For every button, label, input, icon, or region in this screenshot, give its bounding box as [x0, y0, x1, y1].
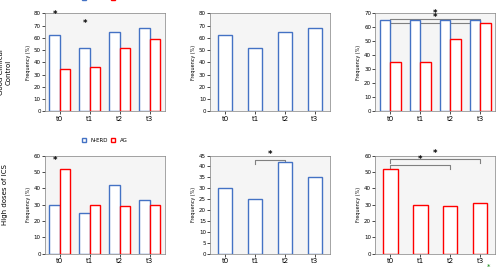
Bar	[248, 199, 262, 254]
Y-axis label: Frequency (%): Frequency (%)	[356, 45, 362, 80]
Bar	[110, 185, 120, 254]
Bar	[60, 169, 70, 254]
Bar	[80, 48, 90, 111]
Bar	[380, 20, 390, 111]
Y-axis label: Frequency (%): Frequency (%)	[191, 187, 196, 222]
Bar	[443, 206, 458, 254]
Bar	[278, 32, 292, 111]
Legend: N-ERD, AG: N-ERD, AG	[81, 0, 129, 2]
Bar	[90, 67, 101, 111]
Text: *: *	[433, 9, 438, 18]
Bar	[450, 38, 460, 111]
Legend: N-ERD, AG: N-ERD, AG	[81, 137, 129, 144]
Y-axis label: Frequency (%): Frequency (%)	[191, 45, 196, 80]
Bar	[150, 39, 160, 111]
Text: *: *	[268, 150, 272, 159]
Text: *: *	[418, 155, 422, 164]
Bar	[60, 69, 70, 111]
Text: *: *	[433, 13, 438, 22]
Text: *: *	[82, 19, 87, 28]
Text: *: *	[52, 10, 57, 19]
Text: *: *	[433, 149, 438, 158]
Y-axis label: Frequency (%): Frequency (%)	[356, 187, 362, 222]
Text: *: *	[488, 264, 490, 267]
Bar	[472, 203, 488, 254]
Bar	[278, 162, 292, 254]
Text: *: *	[52, 156, 57, 165]
Bar	[150, 205, 160, 254]
Bar	[50, 205, 60, 254]
Bar	[120, 206, 130, 254]
Y-axis label: Frequency (%): Frequency (%)	[26, 187, 31, 222]
Bar	[440, 20, 450, 111]
Bar	[308, 177, 322, 254]
Text: Good Clinical
Control: Good Clinical Control	[0, 49, 12, 95]
Text: High doses of ICS: High doses of ICS	[2, 164, 8, 225]
Bar	[139, 28, 149, 111]
Bar	[110, 32, 120, 111]
Bar	[120, 48, 130, 111]
Bar	[50, 36, 60, 111]
Bar	[139, 200, 149, 254]
Bar	[218, 36, 232, 111]
Bar	[383, 169, 398, 254]
Bar	[413, 205, 428, 254]
Bar	[248, 48, 262, 111]
Bar	[218, 188, 232, 254]
Bar	[90, 205, 101, 254]
Y-axis label: Frequency (%): Frequency (%)	[26, 45, 31, 80]
Bar	[410, 20, 420, 111]
Bar	[308, 28, 322, 111]
Bar	[480, 23, 490, 111]
Bar	[420, 62, 430, 111]
Bar	[470, 20, 480, 111]
Bar	[80, 213, 90, 254]
Bar	[390, 62, 401, 111]
